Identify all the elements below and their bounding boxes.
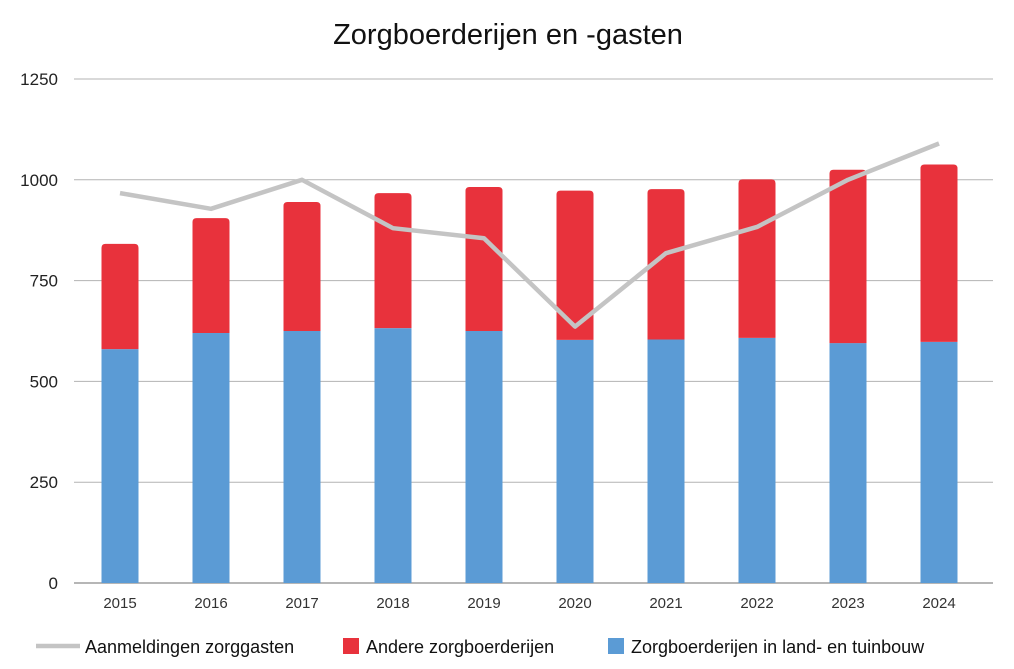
x-tick-label: 2015 — [103, 595, 136, 612]
x-tick-label: 2023 — [831, 595, 864, 612]
x-tick-label: 2018 — [376, 595, 409, 612]
bar-segment-1 — [374, 328, 412, 583]
bar-segment-2 — [647, 189, 685, 340]
y-tick-label: 0 — [49, 574, 58, 593]
x-tick-label: 2024 — [922, 595, 955, 612]
bar-segment-2 — [920, 164, 958, 342]
bar-segment-1 — [101, 349, 139, 583]
legend-label: Aanmeldingen zorggasten — [85, 637, 294, 657]
bar-segment-1 — [829, 343, 867, 583]
y-tick-label: 1000 — [20, 171, 58, 190]
x-tick-label: 2017 — [285, 595, 318, 612]
x-tick-label: 2020 — [558, 595, 591, 612]
x-tick-label: 2016 — [194, 595, 227, 612]
legend-label: Zorgboerderijen in land- en tuinbouw — [631, 637, 925, 657]
bar-segment-2 — [283, 201, 321, 331]
bar-segment-1 — [465, 331, 503, 583]
bar-segment-1 — [738, 337, 776, 583]
bar-segment-2 — [556, 190, 594, 340]
y-tick-label: 750 — [30, 272, 58, 291]
bar-segment-1 — [556, 339, 594, 583]
bar-segment-1 — [192, 333, 230, 583]
line-series — [119, 141, 940, 329]
bar-segment-1 — [283, 331, 321, 583]
chart-title: Zorgboerderijen en -gasten — [333, 19, 683, 51]
bar-segment-2 — [101, 243, 139, 350]
legend-swatch — [343, 638, 359, 654]
bar-segment-2 — [192, 218, 230, 334]
bar-segment-1 — [920, 341, 958, 583]
y-tick-label: 250 — [30, 473, 58, 492]
bar-segment-1 — [647, 339, 685, 583]
y-axis-ticks: 0 250 500 750 1000 1250 — [20, 70, 58, 593]
bar-segment-2 — [465, 187, 503, 331]
y-tick-label: 1250 — [20, 70, 58, 89]
bars — [101, 164, 958, 583]
x-tick-label: 2022 — [740, 595, 773, 612]
bar-segment-2 — [738, 179, 776, 338]
legend: Aanmeldingen zorggasten Andere zorgboerde… — [36, 637, 925, 657]
x-tick-label: 2021 — [649, 595, 682, 612]
x-axis-ticks: 2015 2016 2017 2018 2019 2020 2021 2022 2023 2024 — [103, 595, 955, 612]
legend-label: Andere zorgboerderijen — [366, 637, 554, 657]
bar-segment-2 — [374, 193, 412, 329]
line-series-path — [119, 141, 940, 329]
bar-segment-2 — [829, 169, 867, 344]
y-tick-label: 500 — [30, 372, 58, 391]
legend-swatch — [608, 638, 624, 654]
x-tick-label: 2019 — [467, 595, 500, 612]
